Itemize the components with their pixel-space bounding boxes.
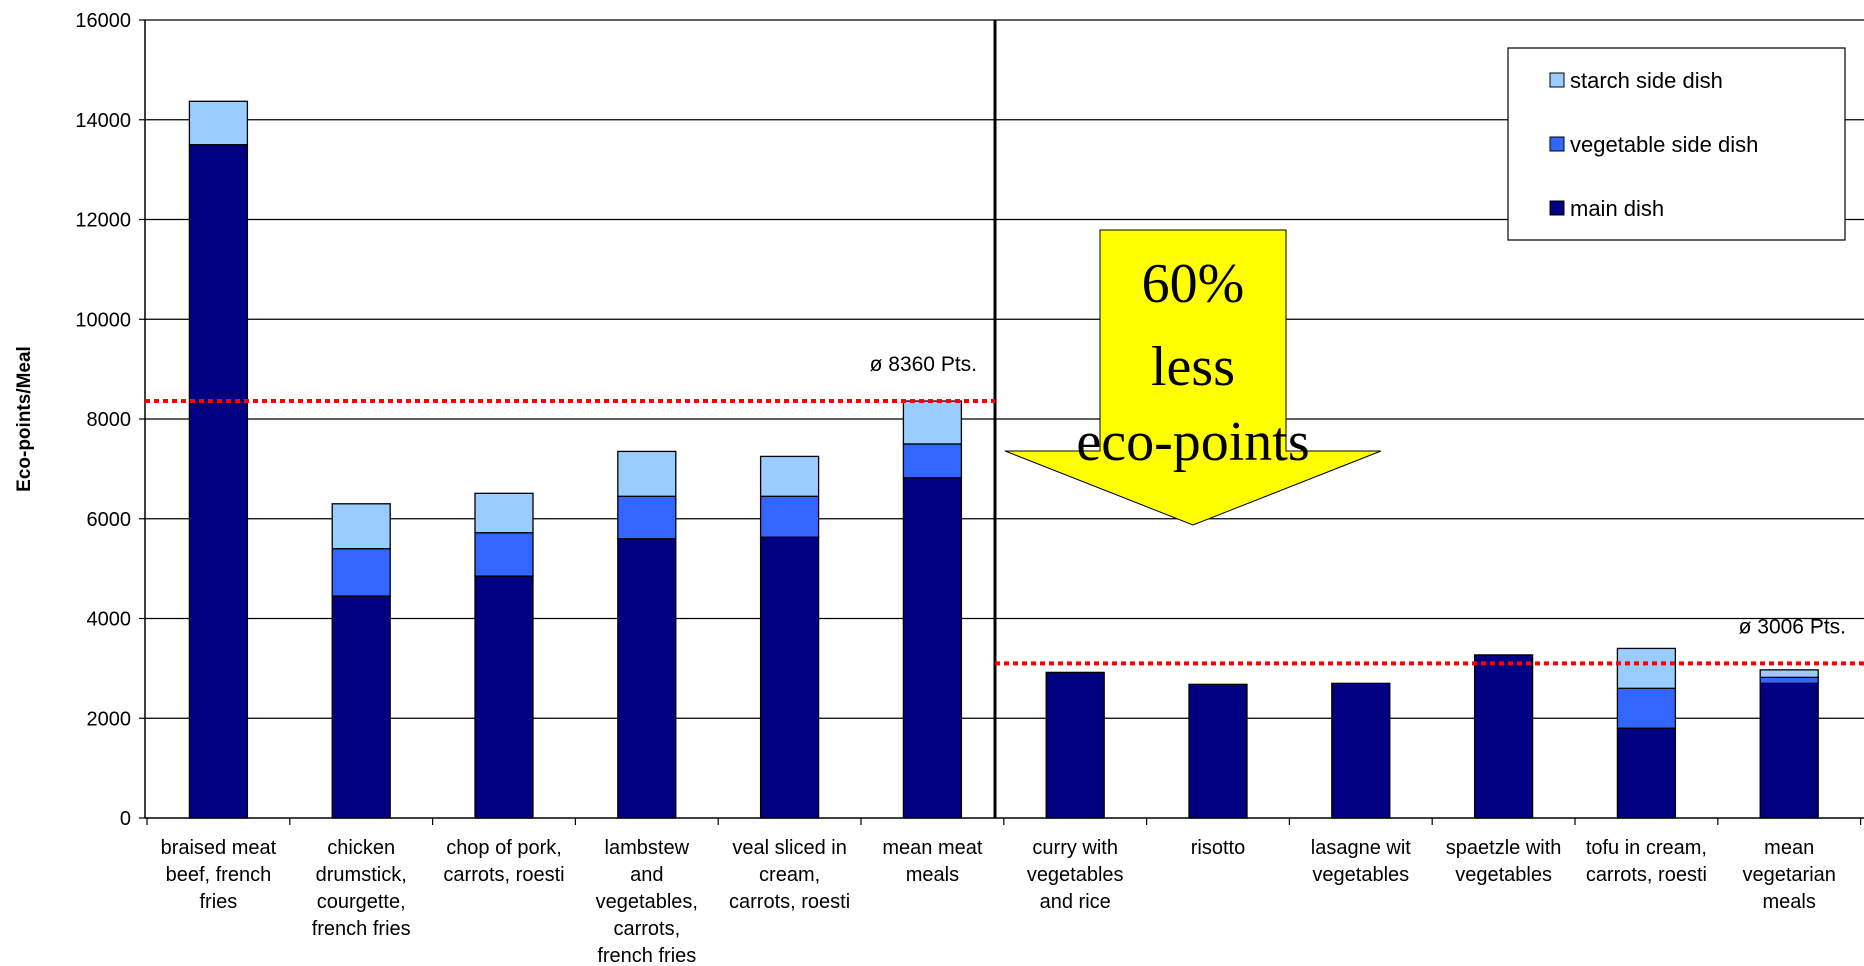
x-tick-label: tofu in cream, carrots, roesti [1586,837,1707,886]
callout-arrow-shape [1004,229,1382,526]
bar-segment [759,455,820,497]
reference-lines: ø 8360 Pts. ø 3006 Pts. [145,353,1864,666]
bar-segment [331,548,391,597]
x-tick-label: chicken drumstick, courgette, french fries [312,837,411,940]
bar-segment [188,100,249,146]
x-tick-label: mean meat meals [882,837,982,886]
average-label: ø 3006 Pts. [1739,615,1846,638]
x-tick-label: mean vegetarian meals [1742,837,1835,913]
bar-segment [902,477,963,819]
bar-segment [188,144,249,819]
legend-swatch [1549,200,1565,216]
bar-segment [759,495,820,538]
bar-segment [1759,669,1819,679]
bars [188,100,1819,819]
bar-segment [759,536,820,819]
y-tick-label: 16000 [75,10,131,32]
legend-swatch [1549,72,1565,88]
y-tick-label: 4000 [87,609,132,631]
x-tick-label: veal sliced in cream, carrots, roesti [729,837,850,913]
bar-segment [1188,683,1248,819]
bar-segment [1616,687,1677,729]
y-axis-label: Eco-points/Meal [14,346,35,492]
y-tick-label: 2000 [87,708,132,730]
bar-segment [1759,682,1819,819]
bar-segment [902,443,963,479]
callout-text: eco-points [1076,411,1309,473]
x-tick-label: chop of pork, carrots, roesti [443,837,564,886]
bar-segment [331,503,391,550]
y-tick-label: 10000 [75,309,131,331]
x-tick-label: curry with vegetables and rice [1027,837,1124,913]
callout-text: less [1151,336,1235,398]
x-axis: braised meat beef, french fries chicken drum… [145,20,1864,966]
bar-segment [1759,676,1819,684]
bar-segment [474,492,534,534]
bar-segment [1616,647,1677,689]
y-tick-label: 8000 [87,409,132,431]
bar-segment [902,400,963,445]
bar-segment [617,538,677,819]
y-tick-label: 0 [120,808,131,830]
legend-swatch [1549,136,1565,152]
x-tick-label: lasagne wit vegetables [1311,837,1412,886]
legend: starch side dish vegetable side dish main … [1507,47,1846,241]
average-label: ø 8360 Pts. [870,353,977,376]
bar-segment [1473,654,1534,819]
bar-segment [1331,682,1391,819]
bar-segment [617,450,677,497]
grid [145,19,1864,719]
y-axis: 0 2000 4000 6000 8000 10000 12000 14000 16000 Eco… [14,10,146,830]
x-tick-label: spaetzle with vegetables [1446,837,1562,886]
x-tick-label: risotto [1191,837,1245,859]
legend-label: main dish [1570,196,1664,221]
bar-segment [1616,727,1677,819]
y-tick-label: 14000 [75,110,131,132]
legend-label: starch side dish [1570,68,1723,93]
bar-segment [617,495,677,540]
callout-arrow: 60% less eco-points [1004,229,1382,526]
y-tick-label: 6000 [87,509,132,531]
bar-segment [1045,671,1105,819]
bar-segment [331,595,391,819]
legend-label: vegetable side dish [1570,132,1758,157]
callout-text: 60% [1142,253,1245,315]
x-tick-label: braised meat beef, french fries [161,837,277,913]
bar-segment [474,575,534,819]
bar-segment [474,532,534,577]
y-tick-label: 12000 [75,210,131,232]
x-tick-label: lambstew and vegetables, carrots, french fri… [596,837,698,966]
